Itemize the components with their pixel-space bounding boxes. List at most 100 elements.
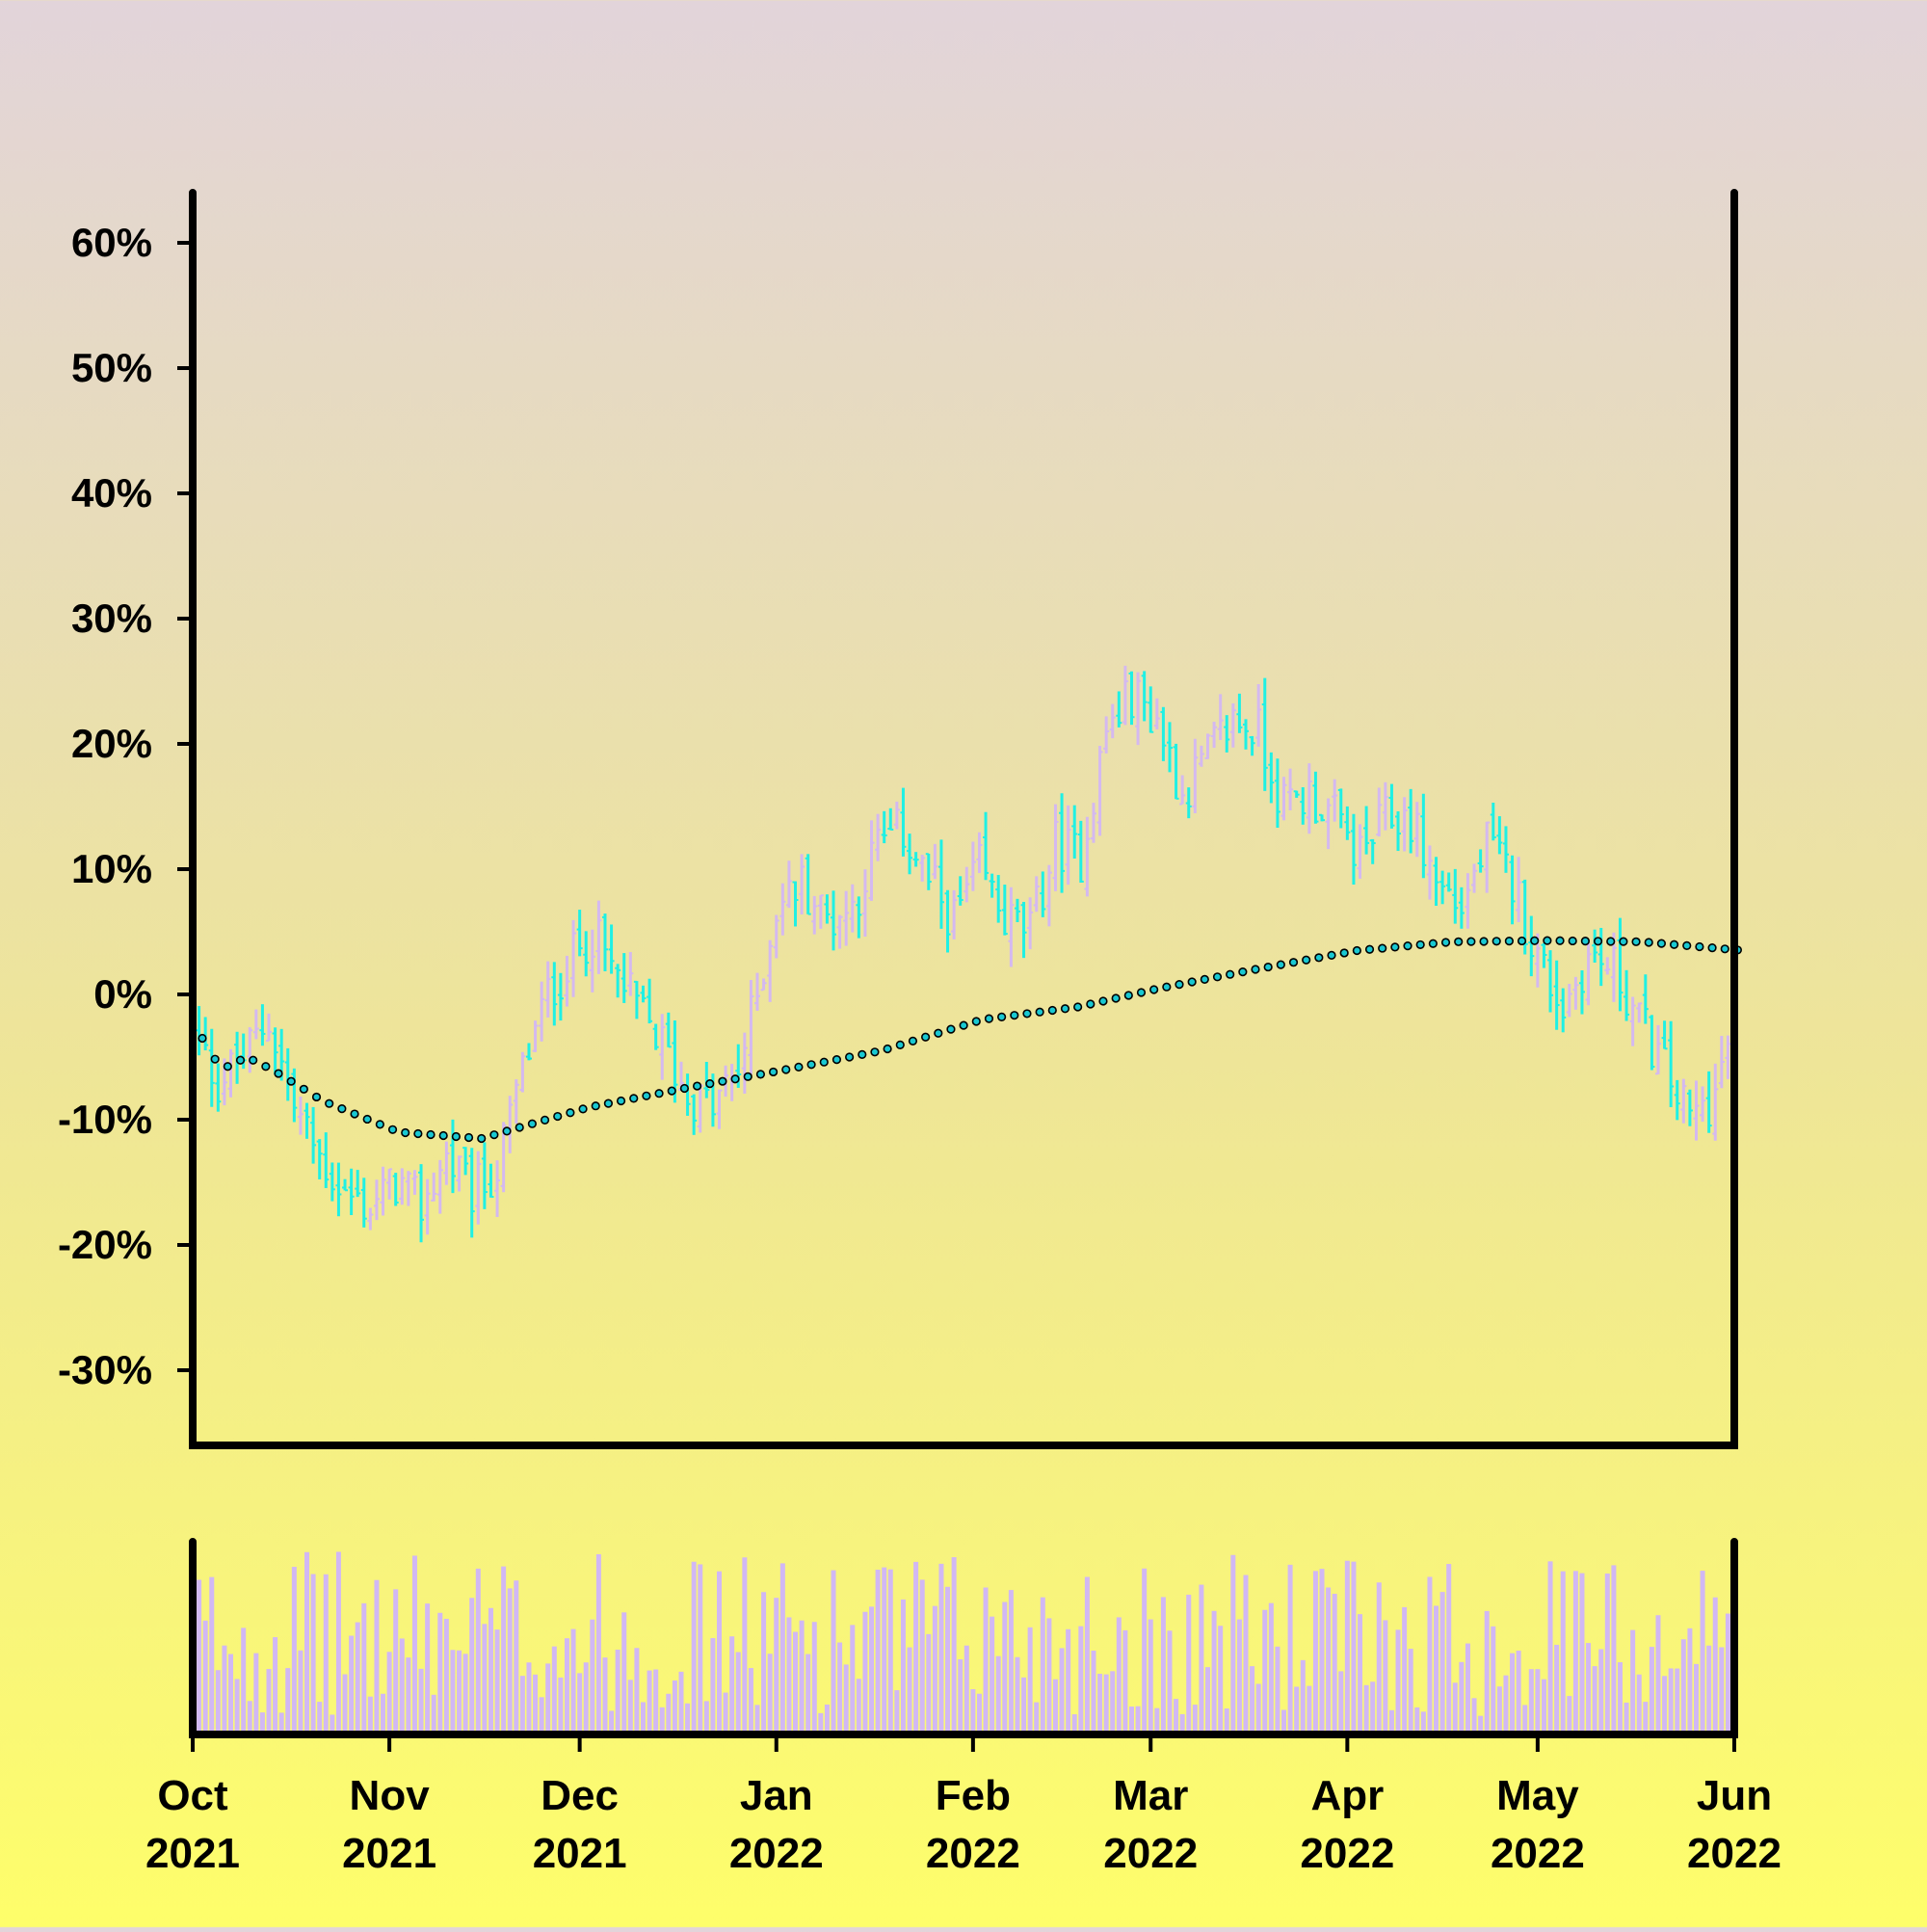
volume-bar [577,1673,583,1734]
moving-average-point [1212,972,1223,982]
volume-bar [710,1638,716,1734]
ohlc-bar [1153,698,1160,729]
ohlc-bar [995,875,1002,923]
volume-bar [298,1650,304,1734]
ohlc-bar [323,1132,330,1188]
volume-bar [1535,1669,1541,1734]
ohlc-bar [1553,960,1560,1030]
moving-average-layer [198,936,1743,1144]
moving-average-point [325,1098,334,1108]
ohlc-bar [1192,738,1199,814]
moving-average-point [463,1132,474,1143]
ohlc-bar [1148,686,1154,733]
volume-bar [411,1555,417,1734]
volume-bar [539,1697,544,1734]
ohlc-bar [227,1048,234,1098]
volume-bar [1363,1684,1369,1734]
ohlc-bar [1363,806,1370,855]
ohlc-bar [1135,672,1142,746]
ohlc-bar [570,919,577,997]
volume-bar [774,1598,779,1734]
volume-bar [1370,1681,1376,1734]
volume-bar [672,1680,677,1734]
volume-bar [273,1637,278,1734]
volume-bar [1034,1702,1040,1734]
ohlc-bar [1578,970,1585,1015]
volume-bar [228,1654,234,1734]
volume-bar [590,1619,595,1734]
volume-bar [869,1606,875,1734]
volume-bar [1439,1592,1445,1734]
x-tick-label-month: Mar [1113,1772,1188,1819]
moving-average-point [578,1104,588,1114]
ohlc-bar [297,1097,304,1135]
ohlc-bar [1306,763,1312,834]
volume-bar [1066,1628,1071,1734]
volume-bar [1547,1561,1553,1734]
volume-bar [1427,1576,1433,1734]
volume-bar [779,1563,785,1734]
ohlc-bar [1439,870,1446,905]
ohlc-bar [1629,996,1636,1046]
ohlc-bar [932,843,938,880]
volume-bar [1408,1649,1413,1734]
volume-bar [691,1561,697,1734]
ohlc-bar [1649,1015,1655,1071]
volume-bar [1148,1619,1153,1734]
moving-average-point [616,1096,626,1106]
moving-average-point [1644,938,1653,947]
ohlc-bar [1636,1002,1643,1023]
moving-average-point [477,1133,487,1144]
volume-plot-frame [189,1538,1738,1738]
ohlc-bar [519,1051,526,1093]
ohlc-bar [462,1147,469,1176]
ohlc-bar [684,1073,691,1116]
volume-bar [735,1652,741,1734]
y-tick-label: -10% [58,1097,152,1142]
x-tick-label-month: Jan [740,1772,813,1819]
x-tick-label-year: 2021 [533,1830,627,1877]
volume-bar [1319,1569,1325,1734]
ohlc-bar [1261,677,1268,791]
volume-bar [602,1657,608,1734]
volume-bar [234,1679,240,1734]
ohlc-bar [367,1207,374,1231]
ohlc-bar [247,1027,253,1073]
volume-bar [1046,1618,1052,1734]
moving-average-point [603,1098,613,1108]
volume-bar [533,1674,539,1734]
ohlc-bar [1122,665,1128,726]
volume-bar [926,1633,932,1734]
ohlc-bar [386,1168,393,1200]
ohlc-bar [468,1148,475,1238]
volume-bar [1604,1573,1610,1734]
ohlc-bar [1566,984,1572,1018]
x-tick-label-year: 2022 [1491,1830,1585,1877]
ohlc-bar [1280,777,1287,821]
moving-average-point [1555,936,1565,945]
volume-bar [1040,1597,1045,1734]
volume-bar [1255,1683,1261,1734]
volume-bar [1230,1554,1236,1734]
moving-average-point [337,1104,347,1114]
x-axis-labels: Oct 2021 Nov 2021 Dec 2021 Jan 2022 Feb 2022 Mar 20… [145,1734,1782,1877]
ohlc-bar [1027,897,1034,950]
volume-bar [811,1622,817,1734]
volume-bar [958,1658,964,1734]
ohlc-bar [1224,715,1230,753]
moving-average-point [223,1062,232,1072]
volume-bar [443,1619,449,1734]
moving-average-point [997,1012,1007,1021]
ohlc-bar [1065,805,1071,886]
volume-bar [1541,1679,1546,1734]
volume-bar [1358,1614,1363,1734]
volume-bar [222,1645,227,1734]
moving-average-point [870,1047,880,1057]
volume-bar [875,1569,881,1734]
ohlc-bar [1217,694,1224,740]
ohlc-bar [1179,775,1186,806]
ohlc-bar [615,964,621,998]
moving-average-point [692,1081,702,1091]
ohlc-bar [424,1178,431,1235]
volume-bar [1459,1661,1465,1734]
